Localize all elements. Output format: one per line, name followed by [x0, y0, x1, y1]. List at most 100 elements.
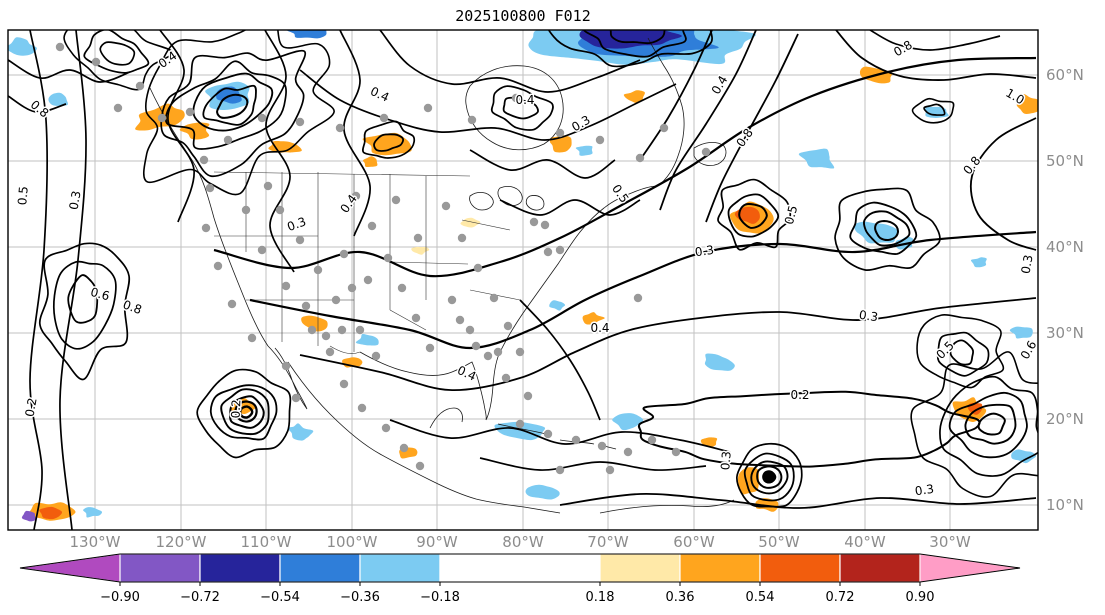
station-dot — [339, 249, 349, 259]
station-dot — [397, 283, 407, 293]
contour-line — [849, 201, 918, 256]
contour-line — [299, 297, 1037, 391]
station-dot — [455, 315, 465, 325]
coastline — [469, 192, 494, 211]
lon-tick-label: 100°W — [327, 533, 378, 551]
contour-line — [159, 30, 195, 223]
contour-line — [479, 457, 707, 471]
coastline — [693, 142, 727, 166]
contour-line — [559, 493, 1037, 509]
contour-line — [379, 30, 641, 93]
anomaly-patch — [700, 437, 718, 448]
contour-label: 0.3 — [569, 113, 593, 135]
contour-label: 0.3 — [1019, 254, 1036, 275]
graticule-gridlines — [8, 30, 1038, 530]
station-dot — [257, 245, 267, 255]
station-dot — [347, 283, 357, 293]
lon-tick-label: 90°W — [416, 533, 458, 551]
station-dot — [247, 333, 257, 343]
contour-line — [717, 178, 792, 251]
anomaly-patch — [704, 353, 735, 371]
colorbar-segment — [439, 553, 601, 583]
contour-line — [83, 30, 150, 74]
station-dot — [379, 113, 389, 123]
contour-line — [339, 30, 371, 237]
station-dot — [357, 403, 367, 413]
station-dot — [515, 347, 525, 357]
border-line — [461, 219, 511, 231]
station-dot — [413, 233, 423, 243]
contour-label: 0.4 — [709, 73, 731, 97]
contour-line — [389, 419, 731, 453]
station-dot — [489, 293, 499, 303]
station-dot — [391, 195, 401, 205]
station-dot — [447, 295, 457, 305]
station-dot — [483, 351, 493, 361]
anomaly-patch — [8, 37, 37, 56]
border-line — [213, 171, 471, 177]
coastline — [149, 87, 269, 347]
contour-line — [234, 400, 258, 423]
coastline — [599, 499, 735, 514]
station-dot — [55, 42, 65, 52]
colorbar-segment — [599, 553, 681, 583]
lat-tick-label: 60°N — [1046, 66, 1084, 84]
contour-line — [29, 30, 48, 530]
station-dot — [383, 253, 393, 263]
lon-tick-label: 50°W — [758, 533, 800, 551]
station-dot — [523, 391, 533, 401]
contour-line — [142, 30, 335, 196]
contour-label: 0.3 — [67, 190, 84, 211]
colorbar-segment — [839, 553, 921, 583]
anomaly-patch — [460, 217, 481, 228]
contour-line — [582, 30, 687, 58]
station-dot — [511, 93, 521, 103]
contour-line — [911, 97, 955, 124]
coastline — [497, 186, 523, 206]
longitude-tick-labels: 130°W 120°W 110°W 100°W 90°W 80°W 70°W 60°W 50°W… — [70, 533, 971, 551]
contour-line — [743, 452, 795, 502]
station-dot — [441, 201, 451, 211]
contour-line — [469, 149, 616, 179]
station-dot — [571, 435, 581, 445]
contour-line — [249, 230, 1037, 350]
station-dot — [337, 325, 347, 335]
station-dot — [223, 135, 233, 145]
contour-line — [228, 395, 265, 429]
station-dot — [515, 419, 525, 429]
colorbar-under-arrow — [19, 553, 121, 583]
anomaly-patch — [623, 90, 645, 104]
colorbar-tick-label: −0.54 — [260, 590, 300, 605]
station-dot — [503, 321, 513, 331]
station-dot — [335, 123, 345, 133]
anomaly-patch — [39, 506, 63, 520]
colorbar-tick-label: 0.90 — [906, 590, 935, 605]
station-dot — [605, 465, 615, 475]
station-dot — [257, 113, 267, 123]
contour-line — [727, 193, 780, 238]
contour-line — [38, 242, 131, 381]
colorbar-segment — [679, 553, 761, 583]
colorbar-segment — [199, 553, 281, 583]
coastline — [497, 423, 547, 435]
contour-line — [639, 30, 713, 161]
anomaly-patch — [549, 300, 566, 311]
station-dot — [185, 107, 195, 117]
lat-tick-label: 30°N — [1046, 324, 1084, 342]
contour-line — [373, 133, 405, 152]
station-dot — [467, 115, 477, 125]
anomaly-patch — [582, 312, 605, 325]
anomaly-patch — [355, 333, 379, 346]
station-dot — [91, 57, 101, 67]
anomaly-patch — [575, 145, 593, 156]
contour-line — [59, 30, 87, 530]
station-dot — [281, 281, 291, 291]
contour-line — [910, 351, 1038, 498]
contour-label: 0.8 — [891, 38, 915, 60]
anomaly-patch — [301, 315, 328, 332]
coastline — [429, 407, 463, 429]
coastline — [647, 37, 685, 187]
lat-tick-label: 50°N — [1046, 152, 1084, 170]
lat-tick-label: 10°N — [1046, 496, 1084, 514]
